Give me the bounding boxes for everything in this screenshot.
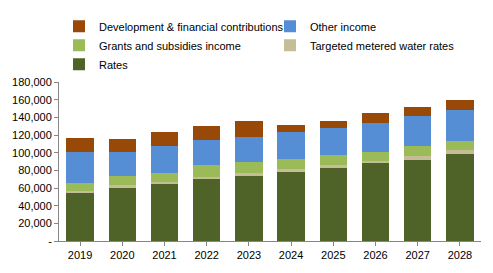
svg-text:2023: 2023 bbox=[237, 249, 261, 261]
svg-text:160,000: 160,000 bbox=[12, 94, 52, 106]
svg-text:80,000: 80,000 bbox=[18, 164, 52, 176]
svg-text:40,000: 40,000 bbox=[18, 200, 52, 212]
svg-text:2025: 2025 bbox=[321, 249, 345, 261]
svg-text:2020: 2020 bbox=[110, 249, 134, 261]
svg-text:Development & financial contri: Development & financial contributions bbox=[99, 21, 284, 33]
svg-text:-: - bbox=[48, 235, 52, 247]
svg-text:2027: 2027 bbox=[405, 249, 429, 261]
svg-text:Other income: Other income bbox=[310, 21, 376, 33]
svg-text:100,000: 100,000 bbox=[12, 147, 52, 159]
svg-text:2026: 2026 bbox=[363, 249, 387, 261]
svg-text:180,000: 180,000 bbox=[12, 76, 52, 88]
svg-text:Targeted metered water rates: Targeted metered water rates bbox=[310, 40, 454, 52]
svg-text:Rates: Rates bbox=[99, 59, 128, 71]
svg-text:Grants and subsidies income: Grants and subsidies income bbox=[99, 40, 241, 52]
svg-text:60,000: 60,000 bbox=[18, 182, 52, 194]
svg-text:2028: 2028 bbox=[448, 249, 472, 261]
svg-text:2019: 2019 bbox=[68, 249, 92, 261]
svg-text:2021: 2021 bbox=[152, 249, 176, 261]
svg-text:20,000: 20,000 bbox=[18, 217, 52, 229]
svg-text:2022: 2022 bbox=[194, 249, 218, 261]
svg-text:2024: 2024 bbox=[279, 249, 303, 261]
svg-text:140,000: 140,000 bbox=[12, 111, 52, 123]
svg-text:120,000: 120,000 bbox=[12, 129, 52, 141]
